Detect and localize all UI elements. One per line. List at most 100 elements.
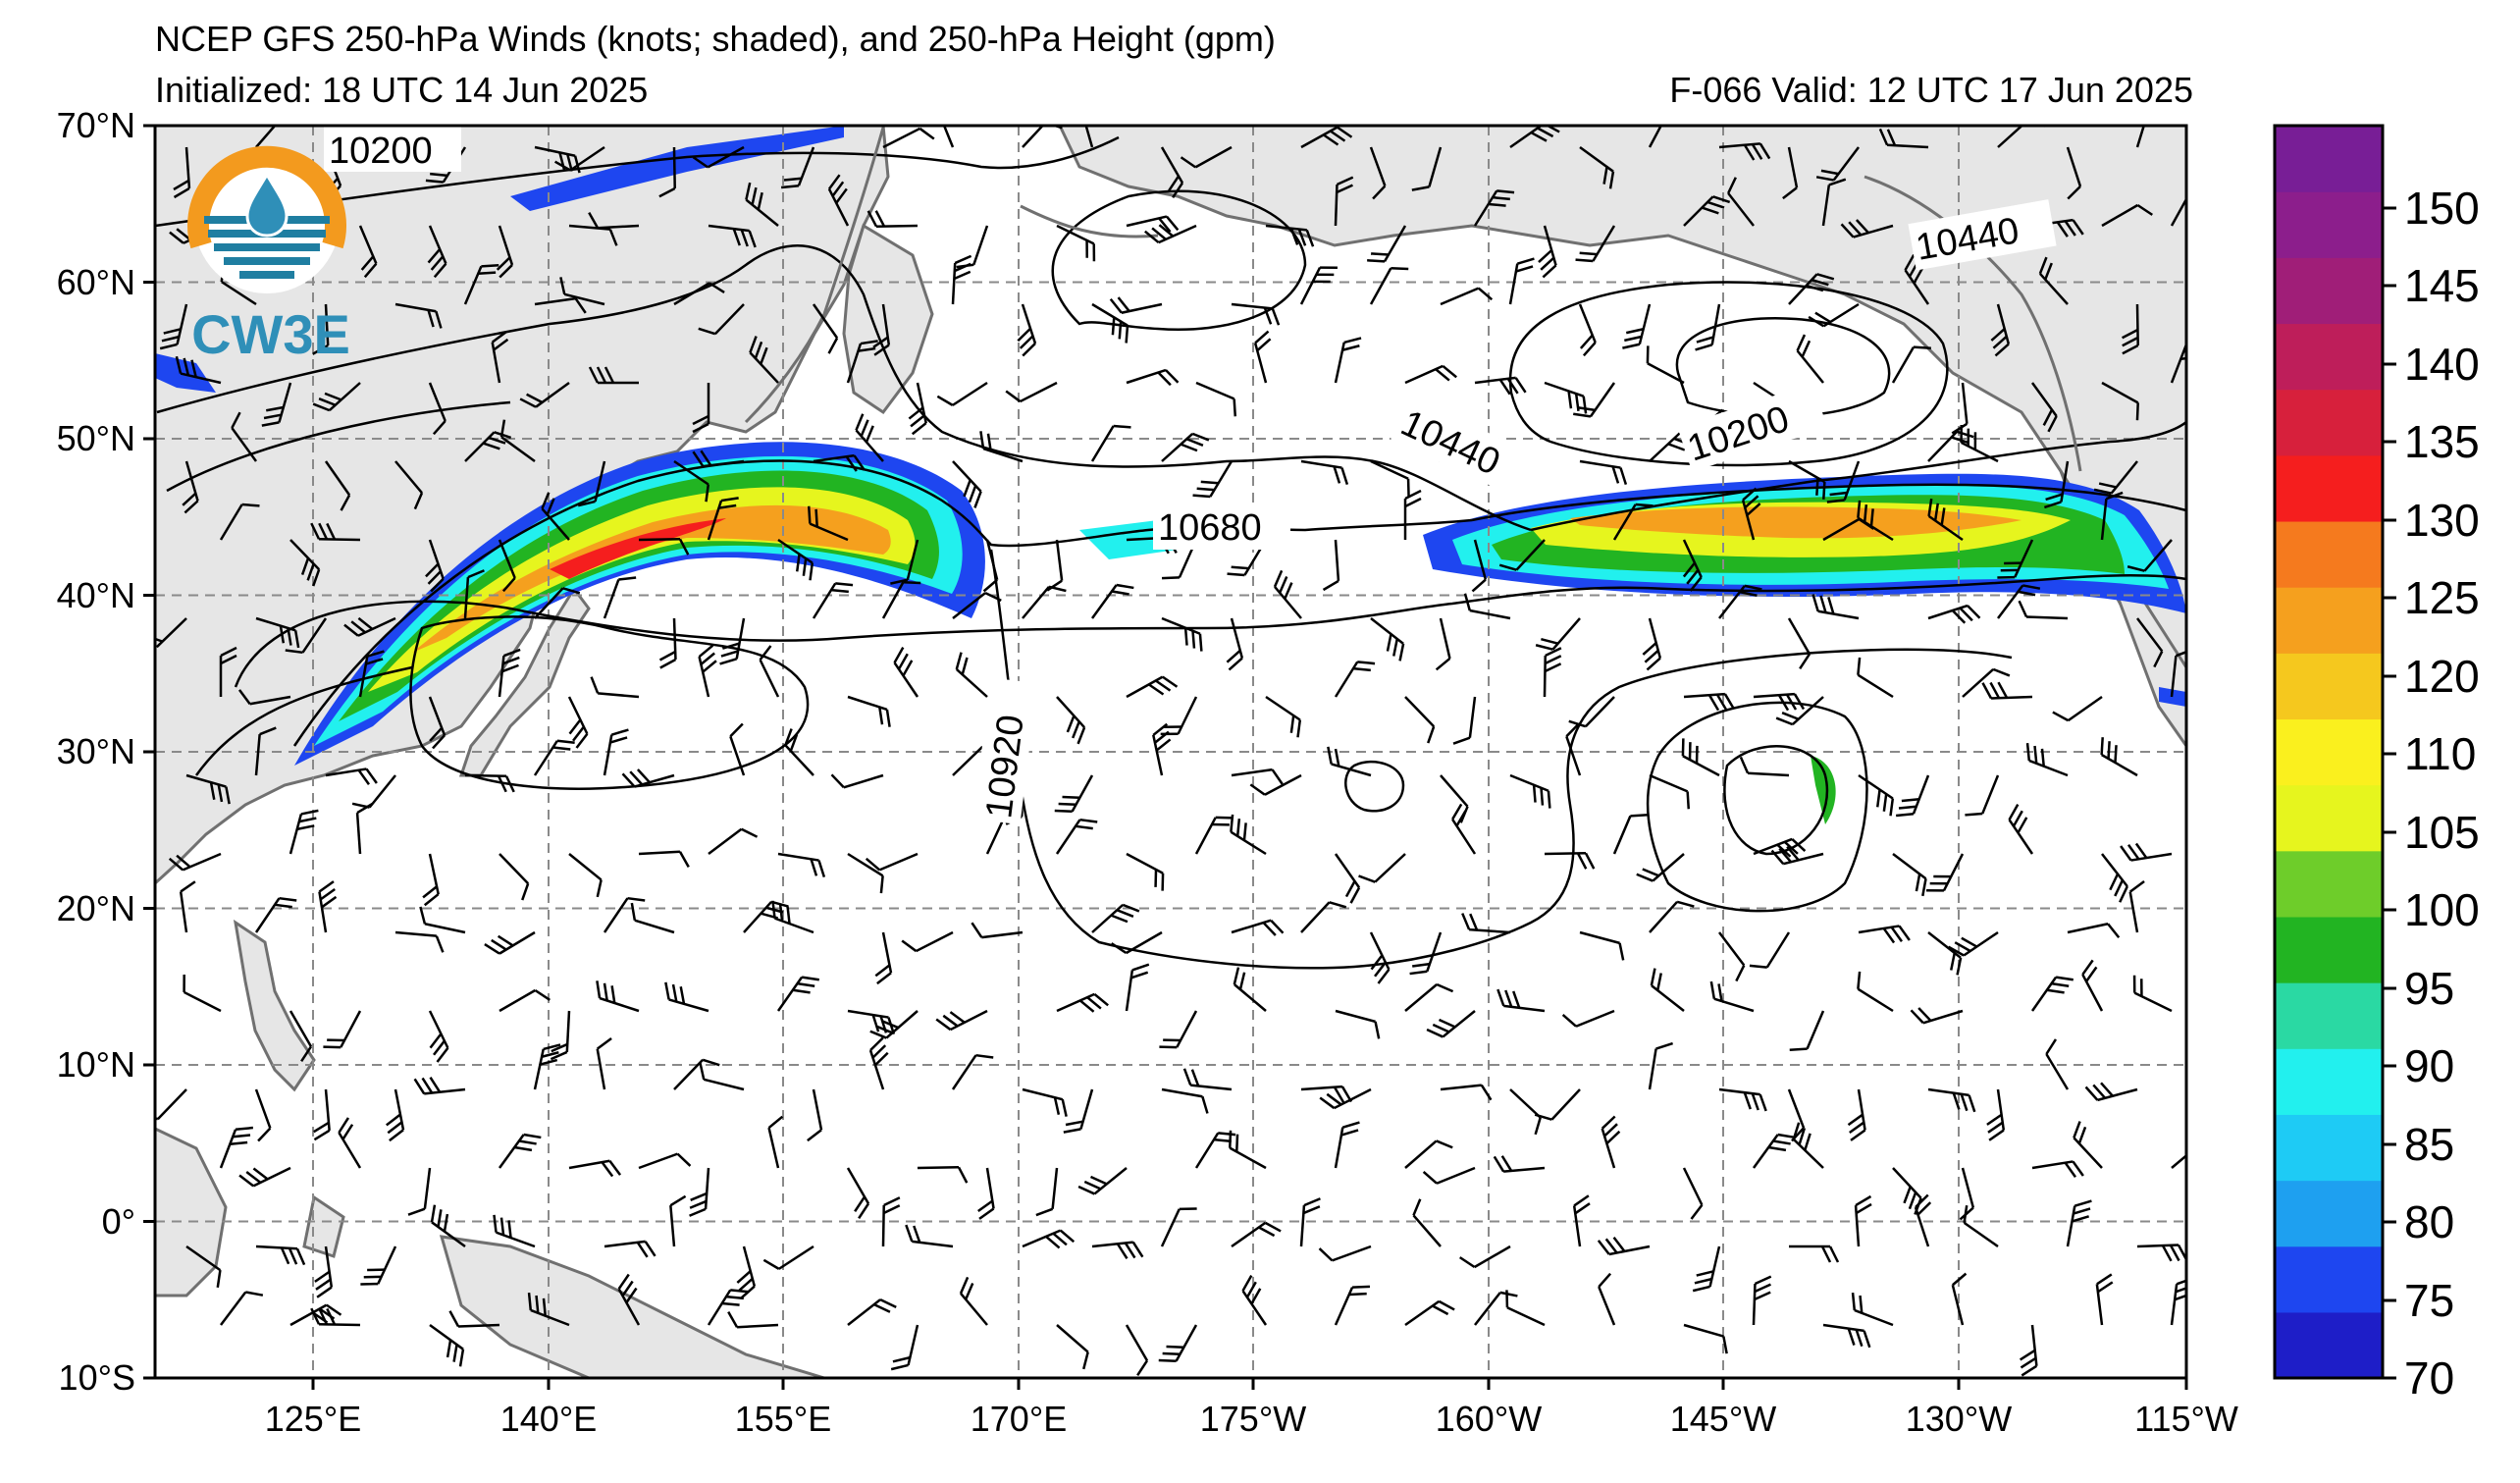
- wind-barb: [534, 587, 581, 619]
- wind-barb: [882, 127, 935, 149]
- wind-barb: [1299, 1197, 1321, 1247]
- wind-barb: [1544, 852, 1596, 870]
- wind-barb: [231, 411, 258, 462]
- wind-barb: [428, 382, 446, 436]
- wind-barb: [881, 1196, 901, 1247]
- wind-barb: [1091, 1241, 1144, 1260]
- wind-barb: [1601, 1115, 1621, 1169]
- wind-barb: [1265, 695, 1302, 738]
- wind-barb: [1878, 128, 1929, 149]
- wind-barb: [1965, 774, 2000, 817]
- wind-barb: [1752, 1275, 1772, 1326]
- wind-barb: [1612, 503, 1654, 541]
- wind-barb: [1161, 616, 1203, 652]
- wind-barb: [237, 689, 291, 706]
- wind-barb: [1403, 489, 1422, 540]
- kamchatka-land: [842, 223, 934, 415]
- wind-barb: [289, 1010, 313, 1062]
- wind-barb: [1005, 381, 1058, 403]
- wind-barb: [1358, 853, 1406, 883]
- lon-labels: 125°E 140°E 155°E 170°E 175°W 160°W 145°…: [265, 1399, 2238, 1439]
- colorbar-tick-label: 105: [2404, 807, 2480, 858]
- lon-label: 130°W: [1906, 1399, 2012, 1439]
- wind-barb: [1770, 845, 1824, 866]
- wind-barb: [865, 852, 919, 872]
- wind-barb: [890, 1324, 919, 1371]
- wind-barb: [893, 646, 919, 698]
- wind-barb: [355, 802, 374, 855]
- wind-barb: [238, 1166, 291, 1188]
- wind-barb: [1718, 584, 1762, 619]
- wind-barb: [664, 981, 709, 1013]
- colorbar-swatch: [2275, 982, 2383, 1049]
- wind-barb: [1792, 1122, 1824, 1169]
- wind-barb: [846, 1167, 870, 1219]
- wind-barb: [781, 146, 815, 189]
- lat-label: 70°N: [57, 105, 135, 145]
- wind-barb: [1152, 722, 1172, 776]
- wind-barb: [1161, 432, 1210, 462]
- wind-barb: [1782, 146, 1799, 200]
- colorbar-tick-label: 110: [2404, 728, 2476, 779]
- wind-barb: [1509, 126, 1560, 149]
- wind-barb: [1854, 1194, 1872, 1247]
- wind-barb: [2008, 803, 2034, 855]
- wind-barb: [1160, 1207, 1197, 1247]
- wind-barb: [1461, 913, 1511, 934]
- wind-barb: [617, 1273, 641, 1326]
- colorbar-swatch: [2275, 1311, 2383, 1379]
- wind-barb: [707, 497, 739, 541]
- wind-barb: [394, 302, 443, 329]
- lon-label: 175°W: [1200, 1399, 1306, 1439]
- wind-barb: [394, 930, 445, 953]
- wind-barb: [1318, 1245, 1372, 1262]
- wind-barb: [2031, 1160, 2084, 1178]
- wind-barb: [1109, 296, 1163, 314]
- lon-label: 115°W: [2134, 1399, 2238, 1439]
- wind-barb: [866, 210, 919, 228]
- wind-barb: [1597, 1237, 1651, 1256]
- wind-barb: [1857, 500, 1894, 542]
- wind-barb: [168, 852, 222, 872]
- wind-barb: [498, 648, 521, 698]
- wind-barb: [698, 303, 745, 336]
- wind-barb: [596, 1036, 612, 1090]
- wind-barb: [868, 1036, 889, 1090]
- wind-barb: [692, 145, 745, 169]
- wind-barb: [1230, 814, 1267, 856]
- wind-barb: [708, 224, 757, 248]
- colorbar-swatch: [2275, 916, 2383, 983]
- wind-barb: [325, 768, 378, 785]
- wind-barb: [1822, 1323, 1871, 1349]
- wind-barb: [952, 460, 982, 508]
- wind-barb: [917, 1166, 969, 1184]
- wind-barb: [1896, 774, 1930, 818]
- wind-barb: [1857, 657, 1894, 699]
- wind-barb: [1858, 773, 1895, 817]
- wind-barb: [1857, 971, 1894, 1013]
- wind-barb: [313, 1088, 331, 1141]
- lat-label: 10°N: [57, 1044, 135, 1085]
- colorbar-swatch: [2275, 389, 2383, 456]
- wind-barb: [1226, 617, 1244, 671]
- wind-barb: [1650, 968, 1685, 1012]
- colorbar-swatch: [2275, 718, 2383, 786]
- wind-barb: [1435, 617, 1451, 671]
- wind-barb: [220, 1291, 264, 1326]
- wind-barb: [567, 696, 589, 749]
- wind-barb: [1440, 287, 1494, 306]
- wind-barb: [1411, 146, 1443, 191]
- wind-barb: [2171, 1140, 2186, 1169]
- wind-barb: [1056, 224, 1096, 262]
- wind-barb: [289, 539, 321, 587]
- wind-barb: [1649, 900, 1695, 933]
- wind-barb: [1682, 539, 1703, 592]
- wind-barb: [698, 644, 717, 698]
- wind-barb: [498, 539, 516, 593]
- wind-barb: [979, 431, 1024, 463]
- lat-axis: [143, 124, 155, 1380]
- wind-barb: [1727, 177, 1755, 227]
- wind-barb: [1404, 1299, 1455, 1327]
- lat-label: 50°N: [57, 418, 135, 458]
